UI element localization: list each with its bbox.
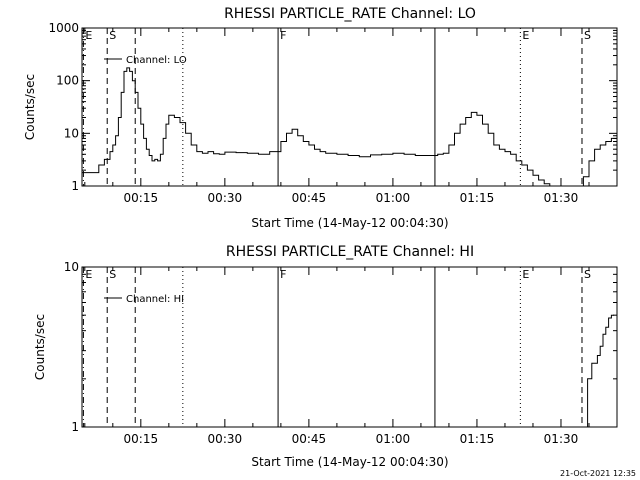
hi-series-line (584, 314, 615, 428)
lo-event-marker-label: E (85, 29, 92, 42)
hi-y-tick-label: 1 (71, 420, 79, 434)
hi-y-tick-label: 10 (64, 260, 79, 274)
lo-x-tick-label: 01:00 (376, 191, 411, 205)
hi-y-axis-label: Counts/sec (33, 314, 47, 380)
hi-x-tick-label: 00:45 (292, 432, 327, 446)
lo-legend-label: Channel: LO (126, 55, 187, 66)
lo-chart-title: RHESSI PARTICLE_RATE Channel: LO (224, 6, 476, 22)
hi-event-marker-label: E (522, 268, 529, 281)
lo-y-tick-label: 100 (56, 74, 79, 88)
hi-x-tick-label: 00:15 (124, 432, 159, 446)
lo-y-tick-label: 1000 (48, 21, 79, 35)
hi-legend-label: Channel: HI (126, 294, 184, 305)
hi-event-marker-label: S (109, 268, 116, 281)
lo-x-tick-label: 00:30 (208, 191, 243, 205)
lo-x-tick-label: 01:30 (544, 191, 579, 205)
lo-y-axis-label: Counts/sec (23, 74, 37, 140)
lo-x-tick-label: 00:15 (124, 191, 159, 205)
lo-event-marker-label: E (522, 29, 529, 42)
hi-plot-area: E S F E S 00:15 00:30 00:45 01:00 01:15 01:30 1 10 Ch… (64, 260, 618, 446)
lo-x-tick-label: 00:45 (292, 191, 327, 205)
lo-y-tick-label: 10 (64, 126, 79, 140)
lo-y-tick-label: 1 (71, 179, 79, 193)
lo-event-marker-label: S (109, 29, 116, 42)
hi-x-tick-label: 01:30 (544, 432, 579, 446)
hi-event-marker-label: F (280, 268, 286, 281)
hi-x-tick-label: 01:15 (460, 432, 495, 446)
hi-channel-panel: RHESSI PARTICLE_RATE Channel: HI Start T… (33, 244, 618, 469)
lo-x-axis-label: Start Time (14-May-12 00:04:30) (251, 216, 448, 230)
lo-event-marker-label: S (584, 29, 591, 42)
lo-event-marker-label: F (280, 29, 286, 42)
lo-series-line (82, 67, 618, 187)
hi-event-marker-label: E (85, 268, 92, 281)
lo-x-tick-label: 01:15 (460, 191, 495, 205)
hi-x-tick-label: 00:30 (208, 432, 243, 446)
lo-plot-area: E S F E S 00:15 00:30 00:45 01:00 01:15 01:30 1 10 10… (48, 21, 618, 205)
hi-x-tick-label: 01:00 (376, 432, 411, 446)
hi-x-axis-label: Start Time (14-May-12 00:04:30) (251, 455, 448, 469)
footer-timestamp: 21-Oct-2021 12:35 (560, 469, 636, 478)
hi-chart-title: RHESSI PARTICLE_RATE Channel: HI (226, 244, 474, 260)
hi-event-marker-label: S (584, 268, 591, 281)
lo-channel-panel: RHESSI PARTICLE_RATE Channel: LO Start T… (23, 6, 618, 230)
